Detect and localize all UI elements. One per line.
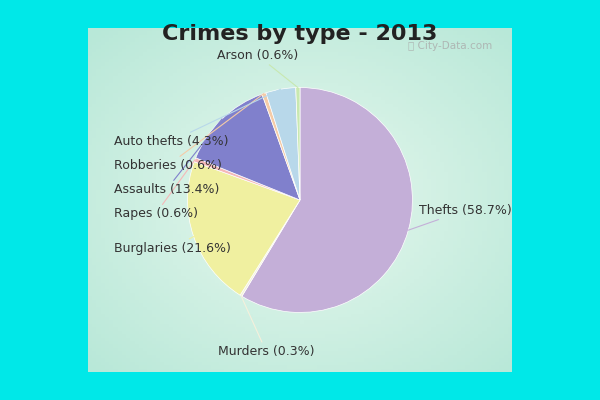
Text: Murders (0.3%): Murders (0.3%)	[218, 296, 314, 358]
Text: Robberies (0.6%): Robberies (0.6%)	[114, 94, 264, 172]
Wedge shape	[266, 88, 300, 200]
Text: Rapes (0.6%): Rapes (0.6%)	[114, 160, 198, 220]
Wedge shape	[262, 93, 300, 200]
Wedge shape	[242, 88, 412, 312]
Text: Thefts (58.7%): Thefts (58.7%)	[409, 204, 511, 230]
Wedge shape	[194, 158, 300, 200]
Wedge shape	[196, 94, 300, 200]
Text: Assaults (13.4%): Assaults (13.4%)	[114, 119, 222, 196]
Wedge shape	[188, 162, 300, 295]
Text: ⓘ City-Data.com: ⓘ City-Data.com	[407, 41, 492, 51]
Text: Burglaries (21.6%): Burglaries (21.6%)	[114, 236, 230, 255]
Text: Auto thefts (4.3%): Auto thefts (4.3%)	[114, 89, 281, 148]
Text: Arson (0.6%): Arson (0.6%)	[217, 49, 298, 88]
Wedge shape	[296, 88, 300, 200]
Wedge shape	[240, 200, 300, 296]
Text: Crimes by type - 2013: Crimes by type - 2013	[163, 24, 437, 44]
